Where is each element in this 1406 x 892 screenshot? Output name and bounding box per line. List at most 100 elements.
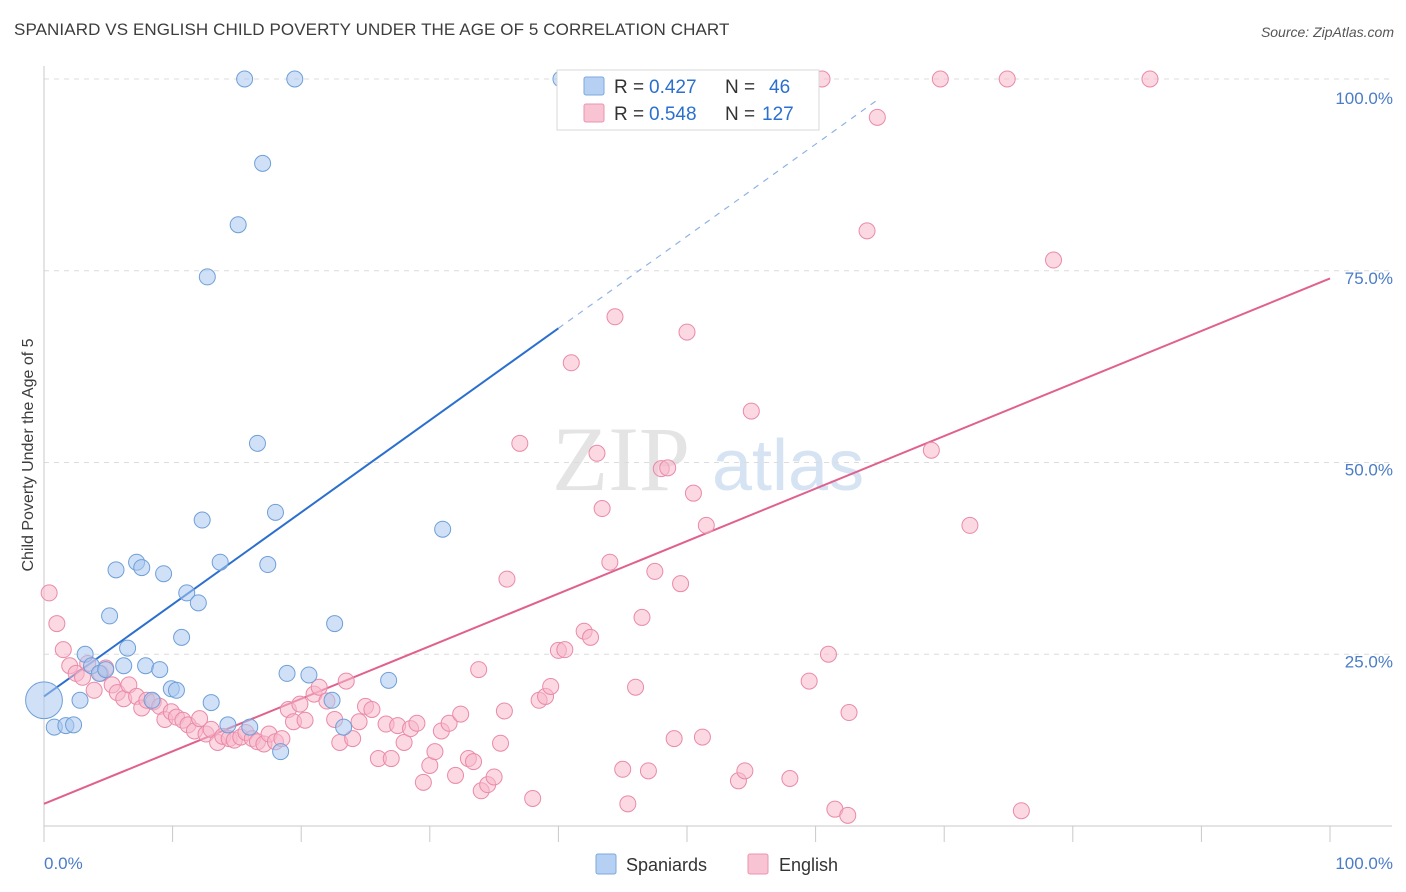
point-english-99 [665,730,683,748]
stats-r-label-spaniards: R = [614,77,644,98]
point-spaniards-35 [272,743,290,761]
point-english-116 [839,806,857,824]
point-english-75 [495,702,513,720]
stats-n-label-spaniards: N = [725,77,755,98]
point-english-92 [619,795,637,813]
point-english-56 [382,750,400,768]
point-spaniards-24 [193,511,211,529]
point-spaniards-0 [25,681,63,720]
point-english-73 [485,768,503,786]
point-spaniards-27 [219,716,237,734]
trendline-spaniards-extension [558,97,881,329]
y-tick-label-100: 100.0% [1335,89,1393,108]
point-spaniards-36 [278,664,296,682]
point-english-103 [693,728,711,746]
point-english-70 [470,661,488,679]
legend-label-spaniards: Spaniards [626,855,707,875]
point-english-61 [414,773,432,791]
y-tick-label-25: 25.0% [1345,652,1393,671]
point-spaniards-30 [241,718,259,736]
point-english-58 [395,733,413,751]
point-spaniards-42 [380,671,398,689]
point-spaniards-3 [65,716,83,734]
point-english-120 [922,441,940,459]
data-points [25,70,1159,824]
point-english-53 [363,700,381,718]
point-english-110 [781,770,799,788]
point-english-67 [452,705,470,723]
point-english-123 [998,70,1016,88]
point-spaniards-37 [286,70,304,88]
point-english-104 [697,516,715,534]
point-spaniards-34 [266,503,284,521]
point-spaniards-31 [248,434,266,452]
stats-swatch-spaniards [583,76,605,96]
point-english-84 [562,354,580,372]
point-spaniards-38 [300,666,318,684]
point-spaniards-40 [326,615,344,633]
point-english-102 [684,484,702,502]
point-english-74 [492,734,510,752]
point-english-114 [819,645,837,663]
point-spaniards-11 [115,657,133,675]
watermark-atlas: atlas [712,426,864,506]
chart-source: Source: ZipAtlas.com [1260,24,1394,40]
legend-label-english: English [779,855,838,875]
watermark-zip: ZIP [552,408,690,510]
trendline-spaniards [43,327,559,698]
point-english-95 [639,762,657,780]
y-tick-label-50: 50.0% [1345,461,1393,480]
point-english-108 [742,402,760,420]
point-english-66 [447,766,465,784]
point-english-117 [840,704,858,722]
x-tick-label-max: 100.0% [1335,854,1393,873]
point-spaniards-28 [229,216,247,234]
point-english-60 [408,714,426,732]
point-english-91 [614,760,632,778]
x-tick-label-min: 0.0% [44,854,83,873]
point-spaniards-21 [173,628,191,646]
point-english-78 [524,789,542,807]
point-spaniards-12 [119,639,137,657]
point-english-119 [868,108,886,126]
y-tick-label-75: 75.0% [1345,269,1393,288]
point-english-77 [511,434,529,452]
stats-r-label-english: R = [614,104,644,125]
point-spaniards-14 [133,559,151,577]
point-english-42 [291,695,309,713]
point-english-43 [296,711,314,729]
trendlines [43,97,1331,805]
point-english-112 [800,672,818,690]
point-english-1 [48,615,66,633]
y-axis-label: Child Poverty Under the Age of 5 [20,338,37,571]
point-english-51 [350,713,368,731]
legend-swatch-spaniards [595,853,617,875]
point-english-87 [588,444,606,462]
trendline-english [43,277,1331,805]
point-english-96 [646,562,664,580]
point-spaniards-39 [323,691,341,709]
point-english-124 [1012,802,1030,820]
point-spaniards-18 [155,565,173,583]
point-english-90 [606,308,624,326]
point-english-88 [593,500,611,518]
point-spaniards-9 [101,607,119,625]
point-spaniards-32 [254,154,272,172]
point-spaniards-22 [178,584,196,602]
point-english-25 [191,710,209,728]
point-spaniards-26 [211,553,229,571]
point-spaniards-45 [202,694,220,712]
point-english-7 [85,681,103,699]
point-english-86 [582,628,600,646]
point-english-121 [931,70,949,88]
point-spaniards-29 [236,70,254,88]
point-english-2 [54,641,72,659]
point-spaniards-25 [198,268,216,286]
point-english-50 [344,730,362,748]
point-spaniards-8 [97,661,115,679]
point-english-81 [542,677,560,695]
point-spaniards-16 [143,691,161,709]
point-spaniards-33 [259,556,277,574]
chart-title: SPANIARD VS ENGLISH CHILD POVERTY UNDER … [14,20,730,39]
